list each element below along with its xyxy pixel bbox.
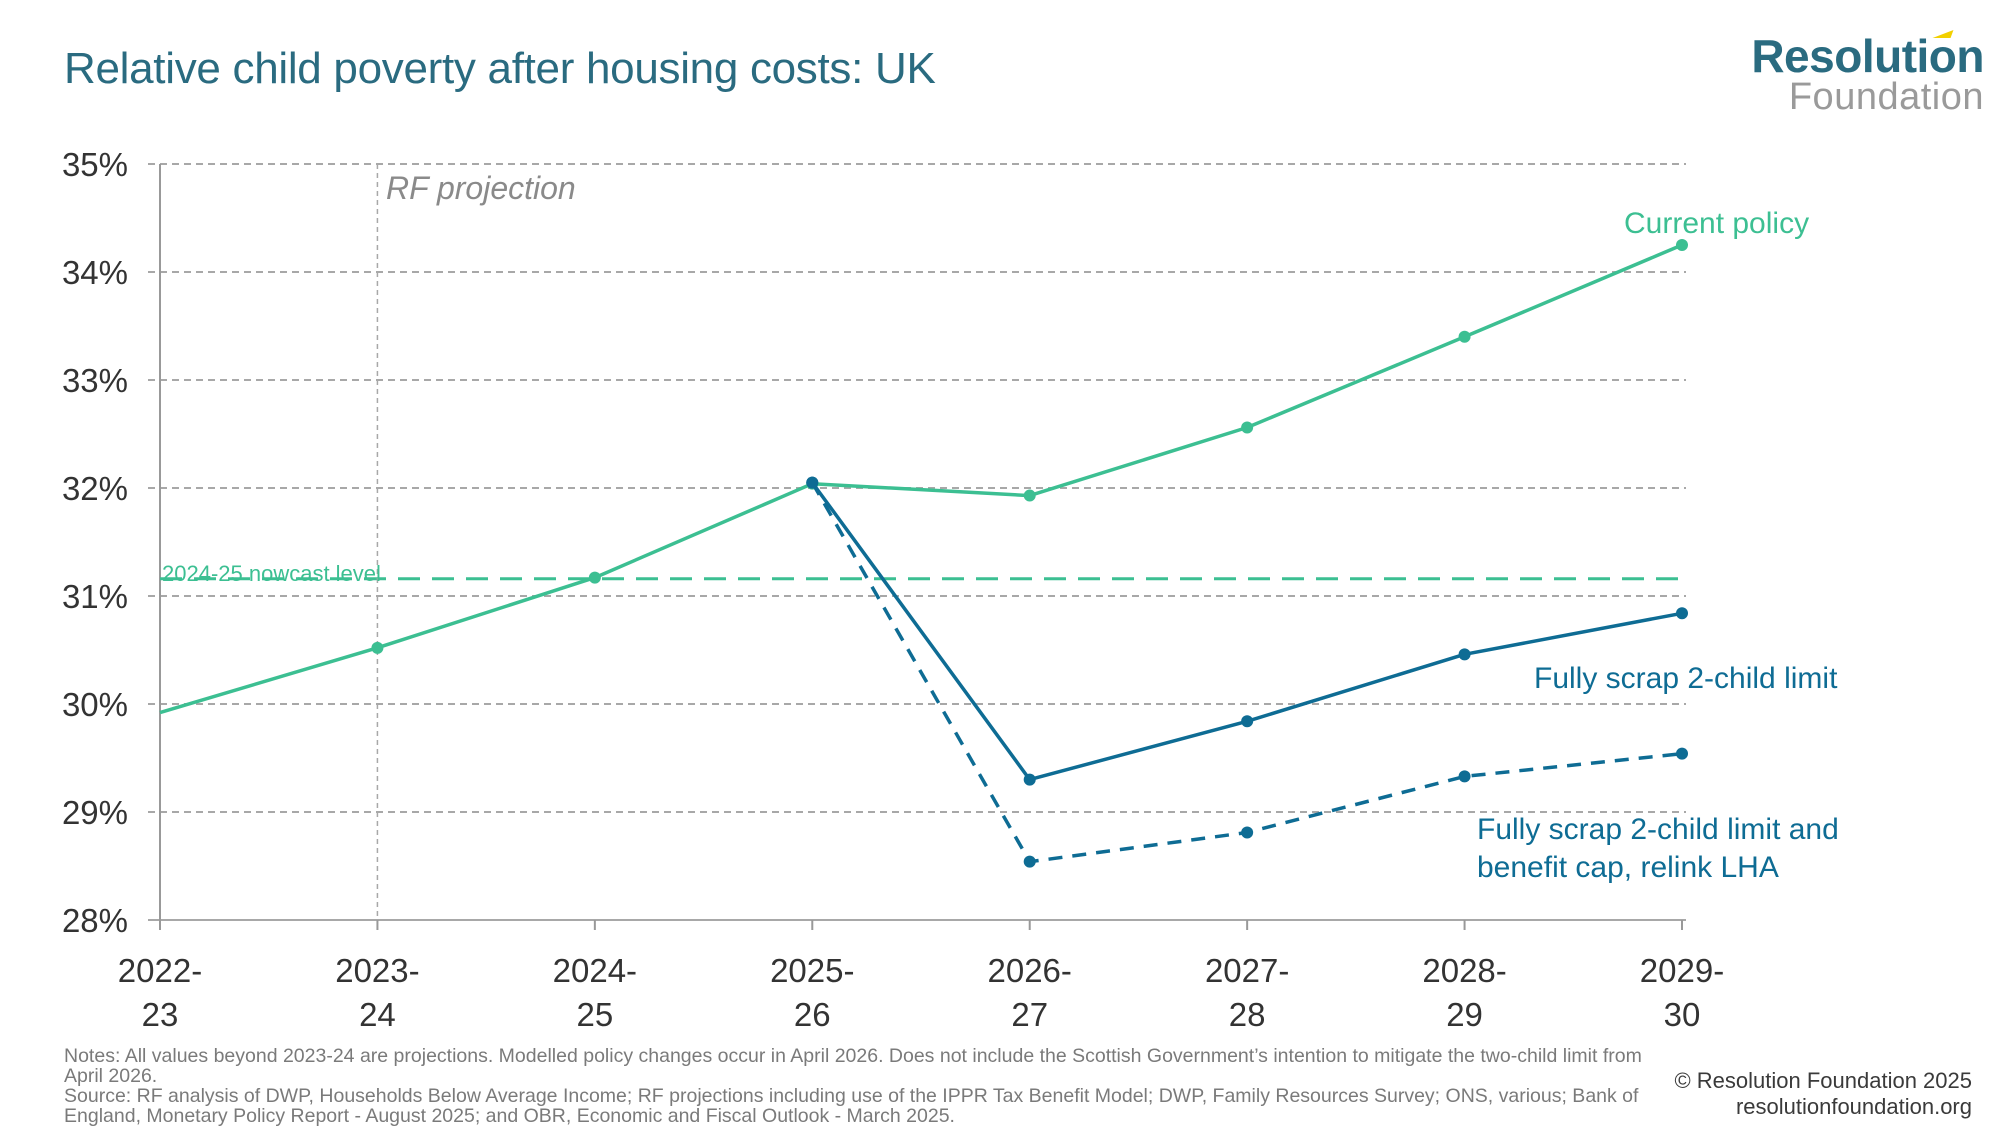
x-tick-label: 2026- — [988, 952, 1072, 989]
scrap-two-child-label: Fully scrap 2-child limit — [1534, 662, 1838, 695]
copyright-text: © Resolution Foundation 2025 — [1674, 1068, 1972, 1093]
data-point — [1676, 747, 1688, 760]
nowcast-level-label: 2024-25 nowcast level — [162, 561, 381, 586]
data-point — [588, 571, 601, 584]
source-text: Source: RF analysis of DWP, Households B… — [64, 1085, 1639, 1127]
y-tick-label: 28% — [62, 902, 128, 939]
x-tick-label: 30 — [1664, 996, 1701, 1033]
x-tick-label: 24 — [359, 996, 396, 1033]
logo-line-1: Resolution — [1751, 30, 1984, 82]
gridlines — [148, 163, 1686, 921]
website-link[interactable]: resolutionfoundation.org — [1735, 1094, 1972, 1119]
scrap-cap-lha-label: benefit cap, relink LHA — [1477, 851, 1779, 884]
y-tick-label: 34% — [62, 254, 128, 291]
rf-projection-label: RF projection — [386, 170, 576, 206]
data-point — [1458, 770, 1471, 783]
data-point — [1023, 855, 1036, 868]
chart-title: Relative child poverty after housing cos… — [64, 44, 936, 93]
y-tick-label: 35% — [62, 146, 128, 183]
x-tick-label: 25 — [576, 996, 613, 1033]
data-point — [1023, 489, 1036, 502]
data-point — [1241, 826, 1254, 839]
data-point — [1023, 773, 1036, 786]
credit: © Resolution Foundation 2025 resolutionf… — [1674, 1068, 1972, 1120]
x-tick-label: 2028- — [1422, 952, 1506, 989]
notes-text: Notes: All values beyond 2023-24 are pro… — [64, 1045, 1642, 1087]
x-tick-label: 26 — [794, 996, 831, 1033]
y-tick-label: 33% — [62, 362, 128, 399]
x-tick-label: 2025- — [770, 952, 854, 989]
x-tick-label: 23 — [142, 996, 179, 1033]
data-point — [1241, 421, 1254, 434]
series-line-0 — [159, 243, 1683, 715]
data-point — [1458, 648, 1471, 661]
axes: 28% 29% 30% 31% 32% 33% 34% 35% 2022- 23 2023- 24 20… — [62, 146, 1724, 1033]
y-tick-label: 31% — [62, 578, 128, 615]
x-tick-label: 2023- — [335, 952, 419, 989]
y-tick-label: 29% — [62, 794, 128, 831]
x-tick-label: 28 — [1229, 996, 1266, 1033]
x-tick-label: 29 — [1446, 996, 1483, 1033]
data-point — [1241, 715, 1254, 728]
data-point — [806, 476, 819, 489]
footnotes: Notes: All values beyond 2023-24 are pro… — [64, 1046, 1684, 1126]
x-tick-label: 2027- — [1205, 952, 1289, 989]
logo-wordmark-top: Resolution — [1751, 30, 1984, 79]
series — [159, 239, 1688, 868]
data-point — [371, 641, 384, 654]
series-line-1 — [810, 481, 1683, 782]
x-tick-label: 2029- — [1640, 952, 1724, 989]
data-point — [1676, 607, 1688, 620]
data-point — [1458, 330, 1471, 343]
annotations: Current policy Fully scrap 2-child limit F… — [162, 170, 1839, 884]
scrap-cap-lha-label: Fully scrap 2-child limit and — [1477, 813, 1839, 846]
reference-lines — [160, 164, 1682, 920]
data-point — [1676, 239, 1688, 251]
x-tick-label: 2024- — [553, 952, 637, 989]
x-tick-label: 2022- — [118, 952, 202, 989]
resolution-foundation-logo: Resolution Foundation — [1751, 30, 1984, 118]
y-tick-label: 30% — [62, 686, 128, 723]
y-tick-label: 32% — [62, 470, 128, 507]
current-policy-label: Current policy — [1624, 207, 1809, 240]
x-tick-label: 27 — [1011, 996, 1048, 1033]
logo-line-2: Foundation — [1788, 76, 1984, 118]
